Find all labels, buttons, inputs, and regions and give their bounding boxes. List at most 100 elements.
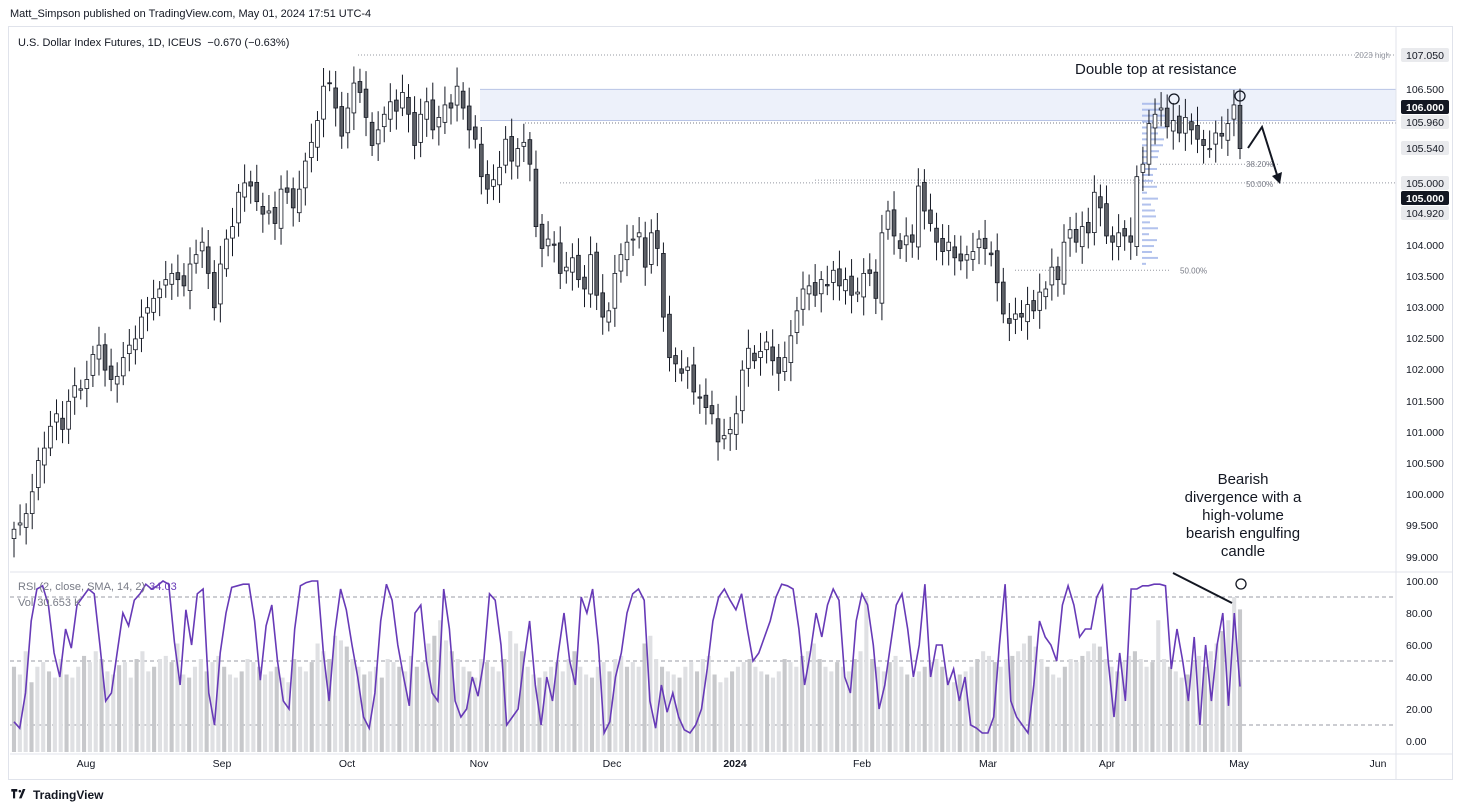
- candle: [388, 83, 393, 132]
- volume-bar: [29, 682, 34, 752]
- volume-profile-bar: [1142, 108, 1162, 111]
- volume-profile-bar: [1142, 144, 1163, 147]
- candle: [679, 350, 684, 382]
- volume-bar: [35, 666, 40, 752]
- candle-up: [515, 148, 521, 167]
- volume-bar: [350, 659, 355, 752]
- candle: [272, 191, 278, 240]
- candle: [1007, 303, 1012, 342]
- candle: [1025, 286, 1030, 340]
- candle-up: [976, 238, 982, 249]
- volume-bar: [373, 666, 379, 752]
- candle: [1170, 102, 1176, 150]
- volume-profile-bar: [1142, 239, 1157, 242]
- candle-down: [934, 227, 939, 243]
- candle-up: [746, 347, 751, 369]
- top-marker-circle: [1168, 93, 1180, 105]
- rsi-tick-label: 40.00: [1406, 672, 1432, 684]
- volume-profile-bar: [1142, 221, 1150, 224]
- volume-profile-bar: [1142, 197, 1158, 200]
- candle: [624, 224, 630, 277]
- candle: [1225, 108, 1231, 156]
- volume-bar: [216, 655, 221, 752]
- volume-bar: [222, 666, 227, 752]
- volume-bar: [163, 655, 168, 752]
- candle: [497, 150, 502, 203]
- candle: [606, 302, 612, 332]
- candle: [454, 67, 460, 122]
- candle-down: [1122, 228, 1127, 237]
- volume-bar: [99, 659, 104, 752]
- price-tick-label: 105.540: [1406, 143, 1444, 155]
- candle: [958, 235, 964, 271]
- time-tick-label: Mar: [979, 758, 998, 770]
- annotation-divergence-line: bearish engulfing: [1186, 525, 1300, 542]
- candle-down: [284, 187, 290, 193]
- projection-arrow: [1247, 124, 1279, 179]
- volume-bar: [893, 655, 898, 752]
- candle-up: [630, 238, 636, 241]
- candle-down: [994, 250, 1000, 284]
- candle: [1146, 109, 1152, 176]
- volume-bar: [1220, 631, 1225, 752]
- volume-bar: [414, 666, 419, 752]
- candle: [175, 254, 181, 297]
- candle: [655, 213, 660, 267]
- volume-bar: [922, 666, 927, 752]
- volume-bar: [268, 671, 273, 752]
- candle-down: [709, 405, 715, 415]
- candle-up: [794, 310, 800, 333]
- candle: [733, 395, 739, 450]
- candle: [600, 274, 606, 335]
- candle-up: [1207, 148, 1212, 151]
- candle-up: [588, 254, 593, 295]
- candle: [42, 431, 47, 484]
- volume-bar: [146, 671, 151, 752]
- candle-down: [952, 246, 958, 259]
- volume-bar: [58, 659, 63, 752]
- volume-bar: [864, 597, 869, 752]
- volume-bar: [455, 659, 460, 752]
- candle-up: [242, 182, 247, 198]
- volume-bar: [613, 659, 618, 752]
- candle-down: [406, 96, 411, 115]
- candle-down: [205, 246, 211, 274]
- candle: [879, 214, 885, 321]
- price-tick-label: 102.000: [1406, 364, 1444, 376]
- volume-bar: [93, 651, 98, 752]
- candle: [333, 70, 338, 127]
- volume-bar: [122, 662, 127, 752]
- candle: [236, 184, 241, 237]
- volume-bar: [438, 620, 443, 752]
- rsi-tick-label: 100.00: [1406, 576, 1438, 588]
- candle-down: [527, 139, 533, 165]
- volume-bar: [776, 671, 781, 752]
- candle: [400, 74, 405, 117]
- volume-bar: [940, 666, 945, 752]
- volume-bar: [782, 659, 787, 752]
- candle: [218, 245, 223, 323]
- volume-bar: [105, 671, 110, 752]
- volume-profile-bar: [1142, 262, 1146, 265]
- footer[interactable]: TradingView: [10, 788, 103, 802]
- candle: [727, 416, 733, 451]
- price-tick-label: 105.960: [1406, 117, 1444, 129]
- candle: [831, 260, 836, 301]
- candle: [770, 329, 775, 376]
- candle-down: [539, 223, 545, 249]
- candle-up: [721, 435, 727, 440]
- candle-up: [1225, 123, 1231, 141]
- candle-down: [697, 396, 703, 399]
- volume-bar: [1080, 655, 1085, 752]
- volume-bar: [1150, 662, 1155, 752]
- volume-bar: [607, 671, 612, 752]
- price-tick-label: 105.000: [1406, 193, 1444, 205]
- candle: [994, 233, 1000, 302]
- candle: [472, 115, 478, 149]
- candle-up: [11, 528, 17, 539]
- price-tick-label: 103.000: [1406, 302, 1444, 314]
- candle: [1061, 224, 1067, 295]
- candle: [418, 98, 423, 158]
- candle-up: [1116, 232, 1121, 247]
- candle: [570, 243, 575, 291]
